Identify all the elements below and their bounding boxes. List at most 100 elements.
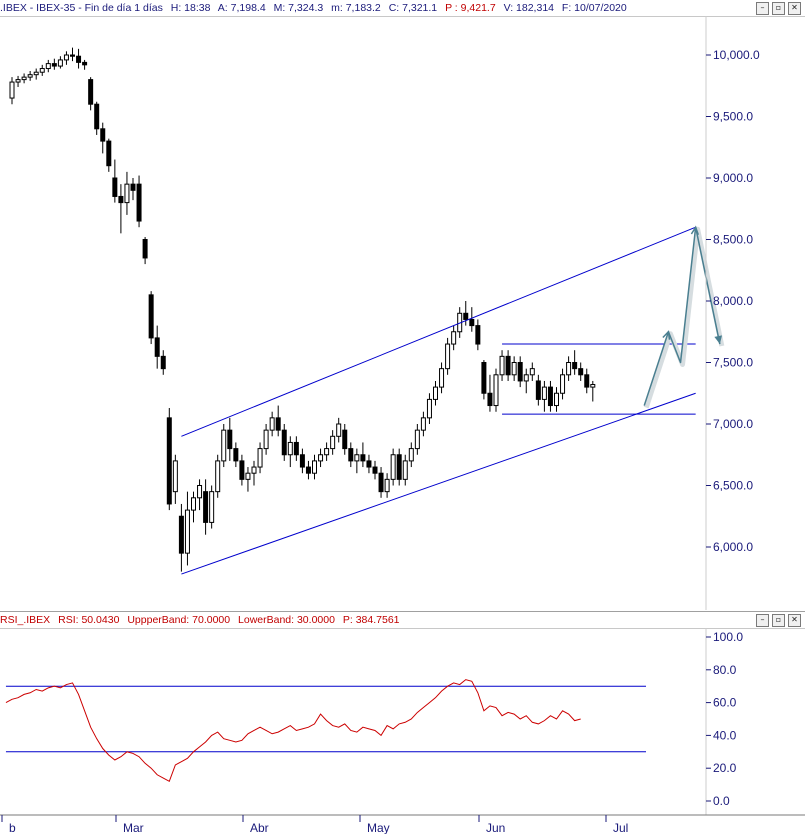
- candle: [209, 485, 215, 529]
- rsi-tick-label: 20.0: [713, 761, 737, 775]
- candle-body: [184, 509, 190, 554]
- candle-body: [390, 454, 396, 480]
- candle: [360, 442, 366, 468]
- candle-body: [21, 76, 27, 81]
- candle: [45, 59, 51, 73]
- candle-body: [57, 59, 63, 67]
- candle-body: [305, 466, 311, 474]
- candle-body: [221, 429, 227, 462]
- candle-body: [408, 448, 414, 462]
- candle-body: [541, 386, 547, 400]
- candle-body: [469, 318, 475, 327]
- candle: [251, 460, 257, 486]
- candle-body: [269, 417, 275, 431]
- rsi-upper-band-value: UppperBand: 70.0000: [127, 614, 231, 626]
- candle-body: [154, 337, 160, 357]
- candle-body: [584, 374, 590, 388]
- projection-arrow-tip: [662, 330, 671, 340]
- candle: [100, 122, 106, 154]
- candle: [221, 424, 227, 468]
- candle: [420, 411, 426, 437]
- rsi-minimize-icon[interactable]: –: [756, 614, 769, 627]
- candle-body: [191, 497, 196, 511]
- price-chart-header: .IBEX - IBEX-35 - Fin de día 1 días H: 1…: [0, 0, 805, 17]
- candle: [227, 417, 233, 461]
- candle: [481, 360, 487, 400]
- volume-readout: V: 182,314: [503, 2, 554, 14]
- candle: [566, 356, 572, 381]
- candle: [245, 467, 251, 492]
- rsi-window-controls: – ▫ ✕: [756, 614, 801, 627]
- candle: [142, 237, 148, 265]
- candle: [21, 73, 27, 84]
- candle: [318, 448, 324, 468]
- projection-path: [643, 226, 721, 406]
- restore-icon[interactable]: ▫: [772, 2, 785, 15]
- candle: [499, 350, 505, 381]
- candle-body: [384, 478, 390, 493]
- candle: [342, 424, 348, 455]
- candle: [197, 479, 203, 511]
- candle: [281, 424, 287, 461]
- candle: [511, 356, 517, 381]
- candle-body: [354, 454, 360, 462]
- candle: [130, 178, 136, 201]
- open-readout: A: 7,198.4: [217, 2, 266, 14]
- candle: [541, 380, 547, 412]
- rsi-tick-label: 80.0: [713, 663, 737, 677]
- candle: [372, 460, 378, 480]
- rsi-tick-label: 0.0: [713, 794, 730, 808]
- candle: [529, 362, 535, 381]
- candle-body: [136, 183, 142, 222]
- candle-body: [426, 398, 432, 419]
- candle-body: [233, 448, 239, 462]
- candle-body: [402, 460, 408, 480]
- candle: [70, 47, 75, 62]
- rsi-chart-header: RSI_.IBEX RSI: 50.0430 UppperBand: 70.00…: [0, 611, 805, 629]
- candle-body: [505, 355, 511, 376]
- rsi-value: RSI: 50.0430: [58, 614, 120, 626]
- candle: [523, 368, 529, 394]
- candle: [584, 368, 590, 394]
- candle-body: [348, 448, 354, 462]
- candle: [390, 448, 396, 486]
- candle: [408, 442, 414, 468]
- candle-body: [499, 355, 505, 376]
- candle: [76, 48, 82, 69]
- candle: [299, 448, 305, 474]
- rsi-close-icon[interactable]: ✕: [788, 614, 801, 627]
- candle-body: [293, 441, 299, 456]
- candle-body: [142, 239, 148, 259]
- channel-lower-line: [181, 392, 696, 575]
- candle: [106, 138, 112, 172]
- time-tick-label: Jun: [486, 821, 505, 834]
- candle: [445, 337, 451, 375]
- candle: [94, 101, 100, 135]
- candle-body: [578, 368, 584, 376]
- time-tick-label: May: [367, 821, 390, 834]
- candle-body: [215, 460, 221, 493]
- candle: [535, 374, 541, 406]
- candle: [178, 503, 184, 572]
- candle: [293, 436, 299, 461]
- low-readout: m: 7,183.2: [331, 2, 381, 14]
- candle: [590, 380, 596, 402]
- candle-body: [342, 429, 348, 450]
- candle-body: [433, 386, 438, 400]
- candle: [33, 68, 39, 80]
- time-readout: H: 18:38: [170, 2, 211, 14]
- candle-body: [366, 460, 372, 468]
- rsi-restore-icon[interactable]: ▫: [772, 614, 785, 627]
- candle: [487, 374, 493, 412]
- candle: [269, 411, 275, 437]
- rsi-panel: [5, 679, 646, 783]
- candle-body: [451, 331, 457, 345]
- minimize-icon[interactable]: –: [756, 2, 769, 15]
- candle-body: [287, 441, 293, 456]
- candle: [384, 473, 390, 498]
- close-icon[interactable]: ✕: [788, 2, 801, 15]
- candle-body: [487, 392, 493, 407]
- candle: [517, 356, 523, 388]
- candle-body: [511, 362, 517, 376]
